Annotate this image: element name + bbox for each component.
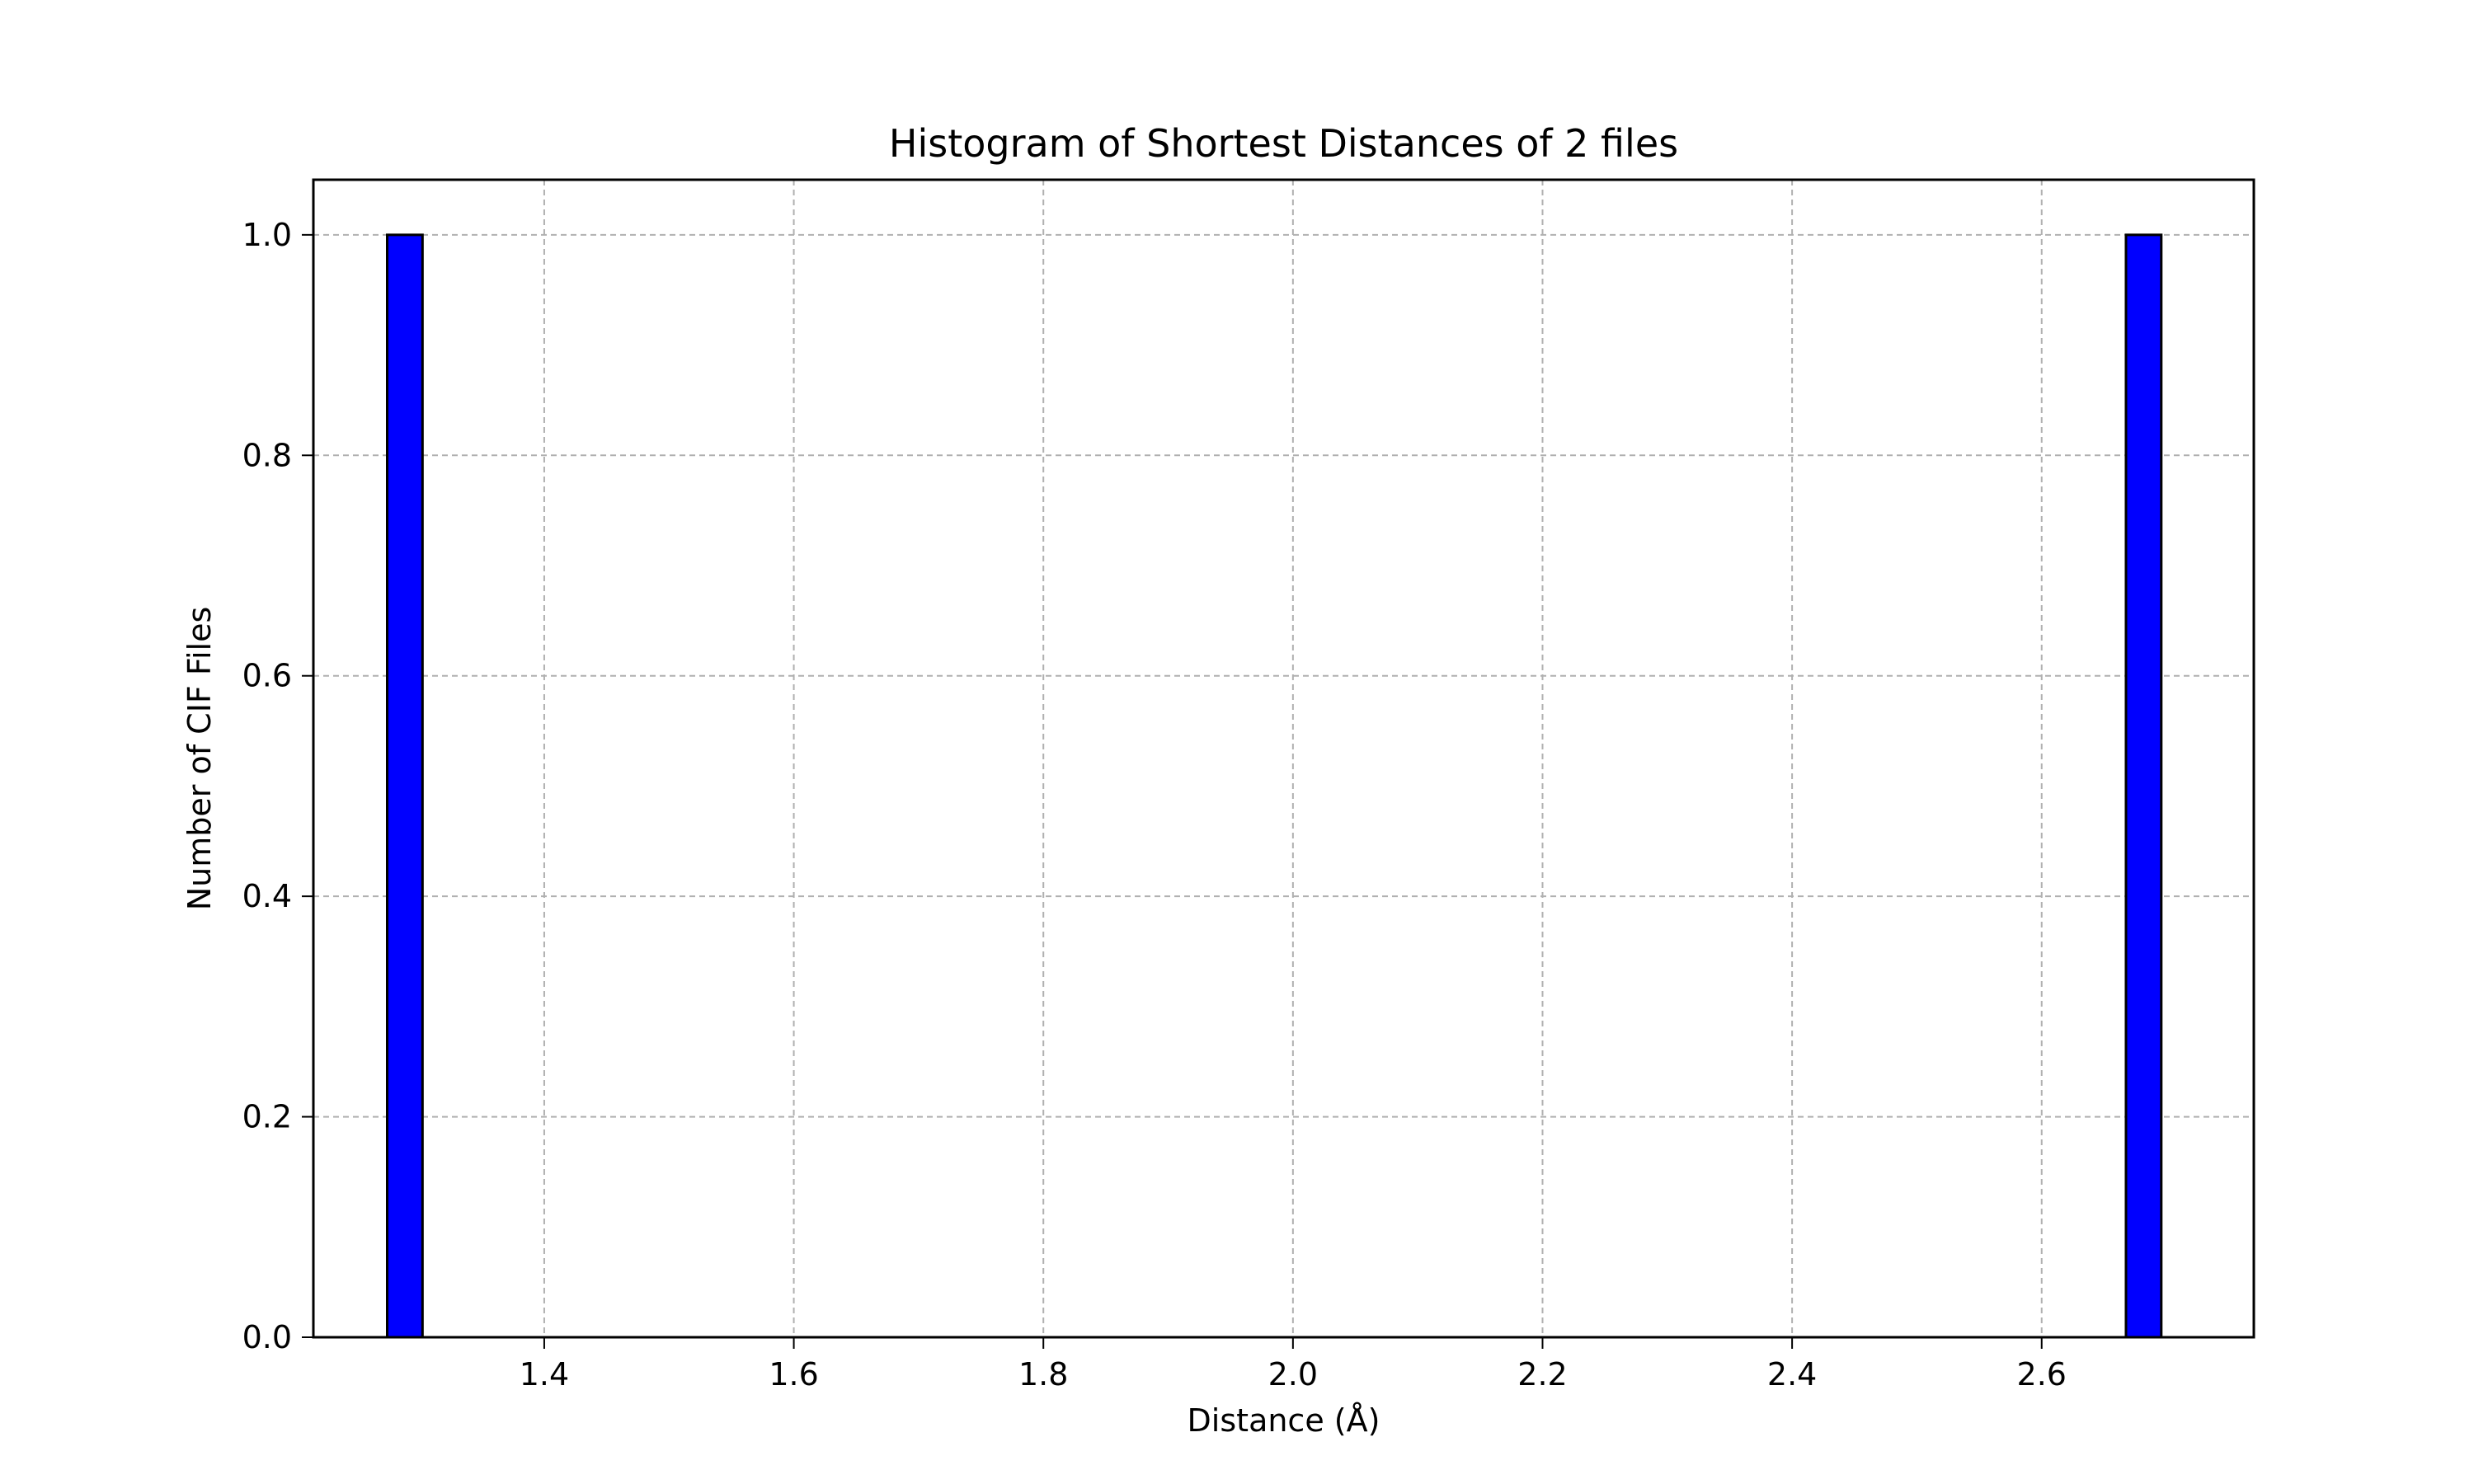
- x-tick-label: 2.6: [2017, 1356, 2067, 1392]
- y-axis-label: Number of CIF Files: [181, 607, 218, 911]
- x-tick-label: 2.2: [1517, 1356, 1567, 1392]
- x-axis-label: Distance (Å): [1188, 1402, 1380, 1439]
- histogram-bar: [2124, 233, 2163, 1339]
- x-tick-label: 2.4: [1767, 1356, 1817, 1392]
- histogram-bar: [386, 233, 424, 1339]
- y-tick-label: 0.6: [242, 658, 292, 694]
- chart-title: Histogram of Shortest Distances of 2 fil…: [889, 121, 1678, 166]
- y-tick-label: 0.2: [242, 1099, 292, 1135]
- x-tick-label: 1.4: [520, 1356, 569, 1392]
- y-tick-label: 0.4: [242, 878, 292, 914]
- plot-area-frame: [312, 178, 2255, 1339]
- x-tick-label: 1.8: [1018, 1356, 1068, 1392]
- x-tick-label: 2.0: [1268, 1356, 1318, 1392]
- y-tick-label: 0.8: [242, 437, 292, 473]
- y-tick-label: 0.0: [242, 1319, 292, 1355]
- histogram-bars: [386, 233, 2163, 1339]
- x-tick-label: 1.6: [769, 1356, 818, 1392]
- y-tick-label: 1.0: [242, 217, 292, 253]
- y-axis-ticks: 0.0 0.2 0.4 0.6 0.8 1.0: [242, 217, 313, 1355]
- x-axis-ticks: 1.4 1.6 1.8 2.0 2.2 2.4 2.6: [520, 1337, 2067, 1392]
- grid-lines: [313, 180, 2254, 1338]
